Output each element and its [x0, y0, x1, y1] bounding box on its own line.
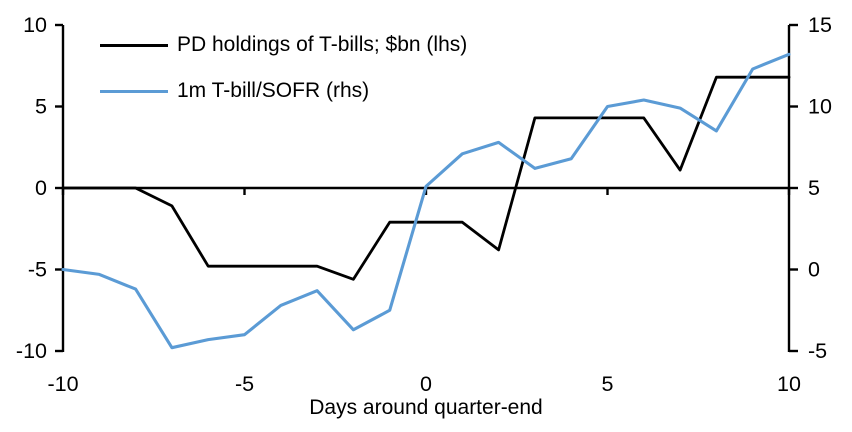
legend-label-pd-holdings: PD holdings of T-bills; $bn (lhs)	[177, 33, 468, 56]
legend-item-pd-holdings: PD holdings of T-bills; $bn (lhs)	[100, 32, 467, 58]
left-axis-tick-label: -10	[16, 339, 47, 363]
right-axis-tick-label: 0	[808, 258, 820, 282]
left-axis-tick-label: 0	[35, 176, 47, 200]
series-line-tbill-sofr	[61, 52, 791, 350]
black-line-swatch-icon	[100, 43, 168, 47]
x-axis-tick-label: 10	[777, 372, 801, 396]
x-axis-tick-label: -10	[47, 372, 78, 396]
x-axis-tick-label: 5	[602, 372, 614, 396]
left-axis-tick-label: 5	[35, 95, 47, 119]
left-axis-tick-label: -5	[28, 258, 47, 282]
right-axis-tick-label: -5	[808, 339, 827, 363]
x-axis-tick-label: -5	[235, 372, 254, 396]
right-axis-tick-label: 15	[808, 13, 832, 37]
blue-line-swatch-icon	[100, 89, 168, 93]
x-axis-title: Days around quarter-end	[309, 396, 543, 419]
right-axis-tick-label: 10	[808, 95, 832, 119]
x-axis-tick-label: 0	[420, 372, 432, 396]
left-axis-tick-label: 10	[23, 13, 47, 37]
series-line-pd-holdings	[61, 75, 791, 281]
legend-item-tbill-sofr: 1m T-bill/SOFR (rhs)	[100, 78, 369, 104]
legend-label-tbill-sofr: 1m T-bill/SOFR (rhs)	[177, 79, 370, 102]
right-axis-tick-label: 5	[808, 176, 820, 200]
